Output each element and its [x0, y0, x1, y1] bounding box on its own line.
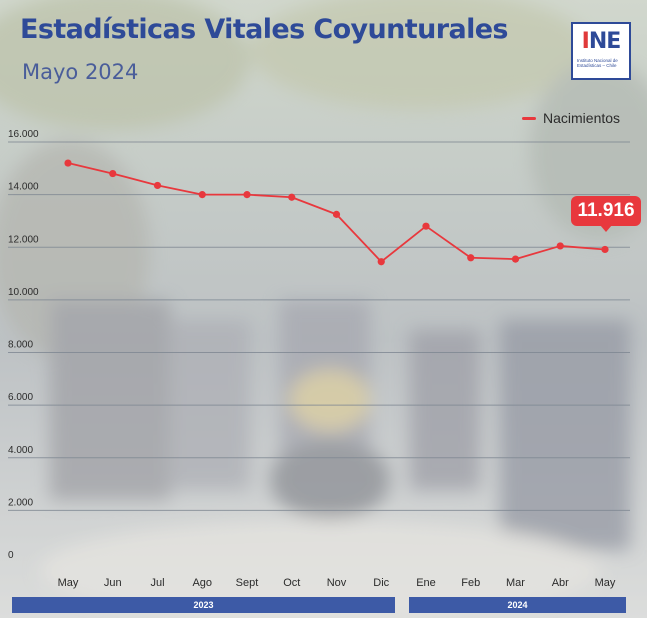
data-point: [64, 159, 72, 167]
year-bar-2023: 2023: [12, 597, 395, 613]
gridlines: [8, 141, 630, 511]
chart-legend: Nacimientos: [522, 110, 620, 126]
logo-mark-accent: I: [581, 29, 590, 54]
series-nacimientos: [64, 159, 609, 266]
data-point: [332, 210, 341, 218]
last-value-callout: 11.916: [571, 196, 641, 226]
data-point: [288, 193, 296, 201]
year-bar-2024: 2024: [409, 597, 626, 613]
x-tick-label: Feb: [461, 577, 480, 589]
y-tick-label: 12.000: [8, 234, 39, 245]
y-tick-label: 4.000: [8, 445, 33, 456]
x-tick-label: Mar: [506, 577, 525, 589]
data-point: [153, 181, 162, 190]
legend-label: Nacimientos: [543, 110, 621, 126]
x-tick-label: Ago: [192, 577, 212, 589]
callout-pointer: [600, 225, 612, 232]
y-tick-label: 0: [8, 550, 14, 561]
x-tick-label: Ene: [416, 577, 436, 589]
x-tick-label: May: [58, 577, 79, 589]
x-tick-label: Dic: [373, 577, 389, 589]
logo-mark: INE: [573, 30, 629, 54]
x-tick-label: Oct: [283, 577, 300, 589]
data-point: [422, 222, 430, 230]
data-point: [243, 191, 251, 199]
data-point: [109, 169, 117, 178]
logo-mark-rest: NE: [588, 29, 621, 54]
data-point: [467, 254, 475, 262]
chart-subtitle: Mayo 2024: [22, 60, 139, 84]
y-tick-label: 10.000: [8, 287, 39, 298]
ine-logo: INE Instituto Nacional de Estadísticas –…: [571, 22, 631, 80]
y-tick-label: 8.000: [8, 340, 33, 351]
x-axis-ticks: May Jun Jul Ago Sept Oct Nov Dic Ene Feb Mar Abr May: [58, 577, 616, 589]
x-tick-label: Jun: [104, 577, 122, 589]
data-point: [198, 191, 206, 199]
data-point: [601, 245, 609, 254]
x-tick-label: Jul: [150, 577, 164, 589]
data-point: [556, 242, 564, 250]
y-tick-label: 6.000: [8, 392, 33, 403]
logo-text: Instituto Nacional de Estadísticas – Chi…: [577, 58, 618, 68]
chart-title: Estadísticas Vitales Coyunturales: [20, 14, 509, 45]
x-tick-label: Nov: [327, 577, 347, 589]
data-point: [511, 255, 520, 263]
y-tick-label: 16.000: [8, 129, 39, 140]
y-axis-ticks: 16.000 14.000 12.000 10.000 8.000 6.000 4.000 2…: [8, 129, 39, 561]
legend-line-swatch: [522, 116, 536, 120]
y-tick-label: 14.000: [8, 182, 39, 193]
x-tick-label: Sept: [236, 577, 259, 589]
data-point: [377, 258, 385, 266]
x-tick-label: Abr: [552, 577, 569, 589]
x-tick-label: May: [595, 577, 616, 589]
y-tick-label: 2.000: [8, 497, 33, 508]
